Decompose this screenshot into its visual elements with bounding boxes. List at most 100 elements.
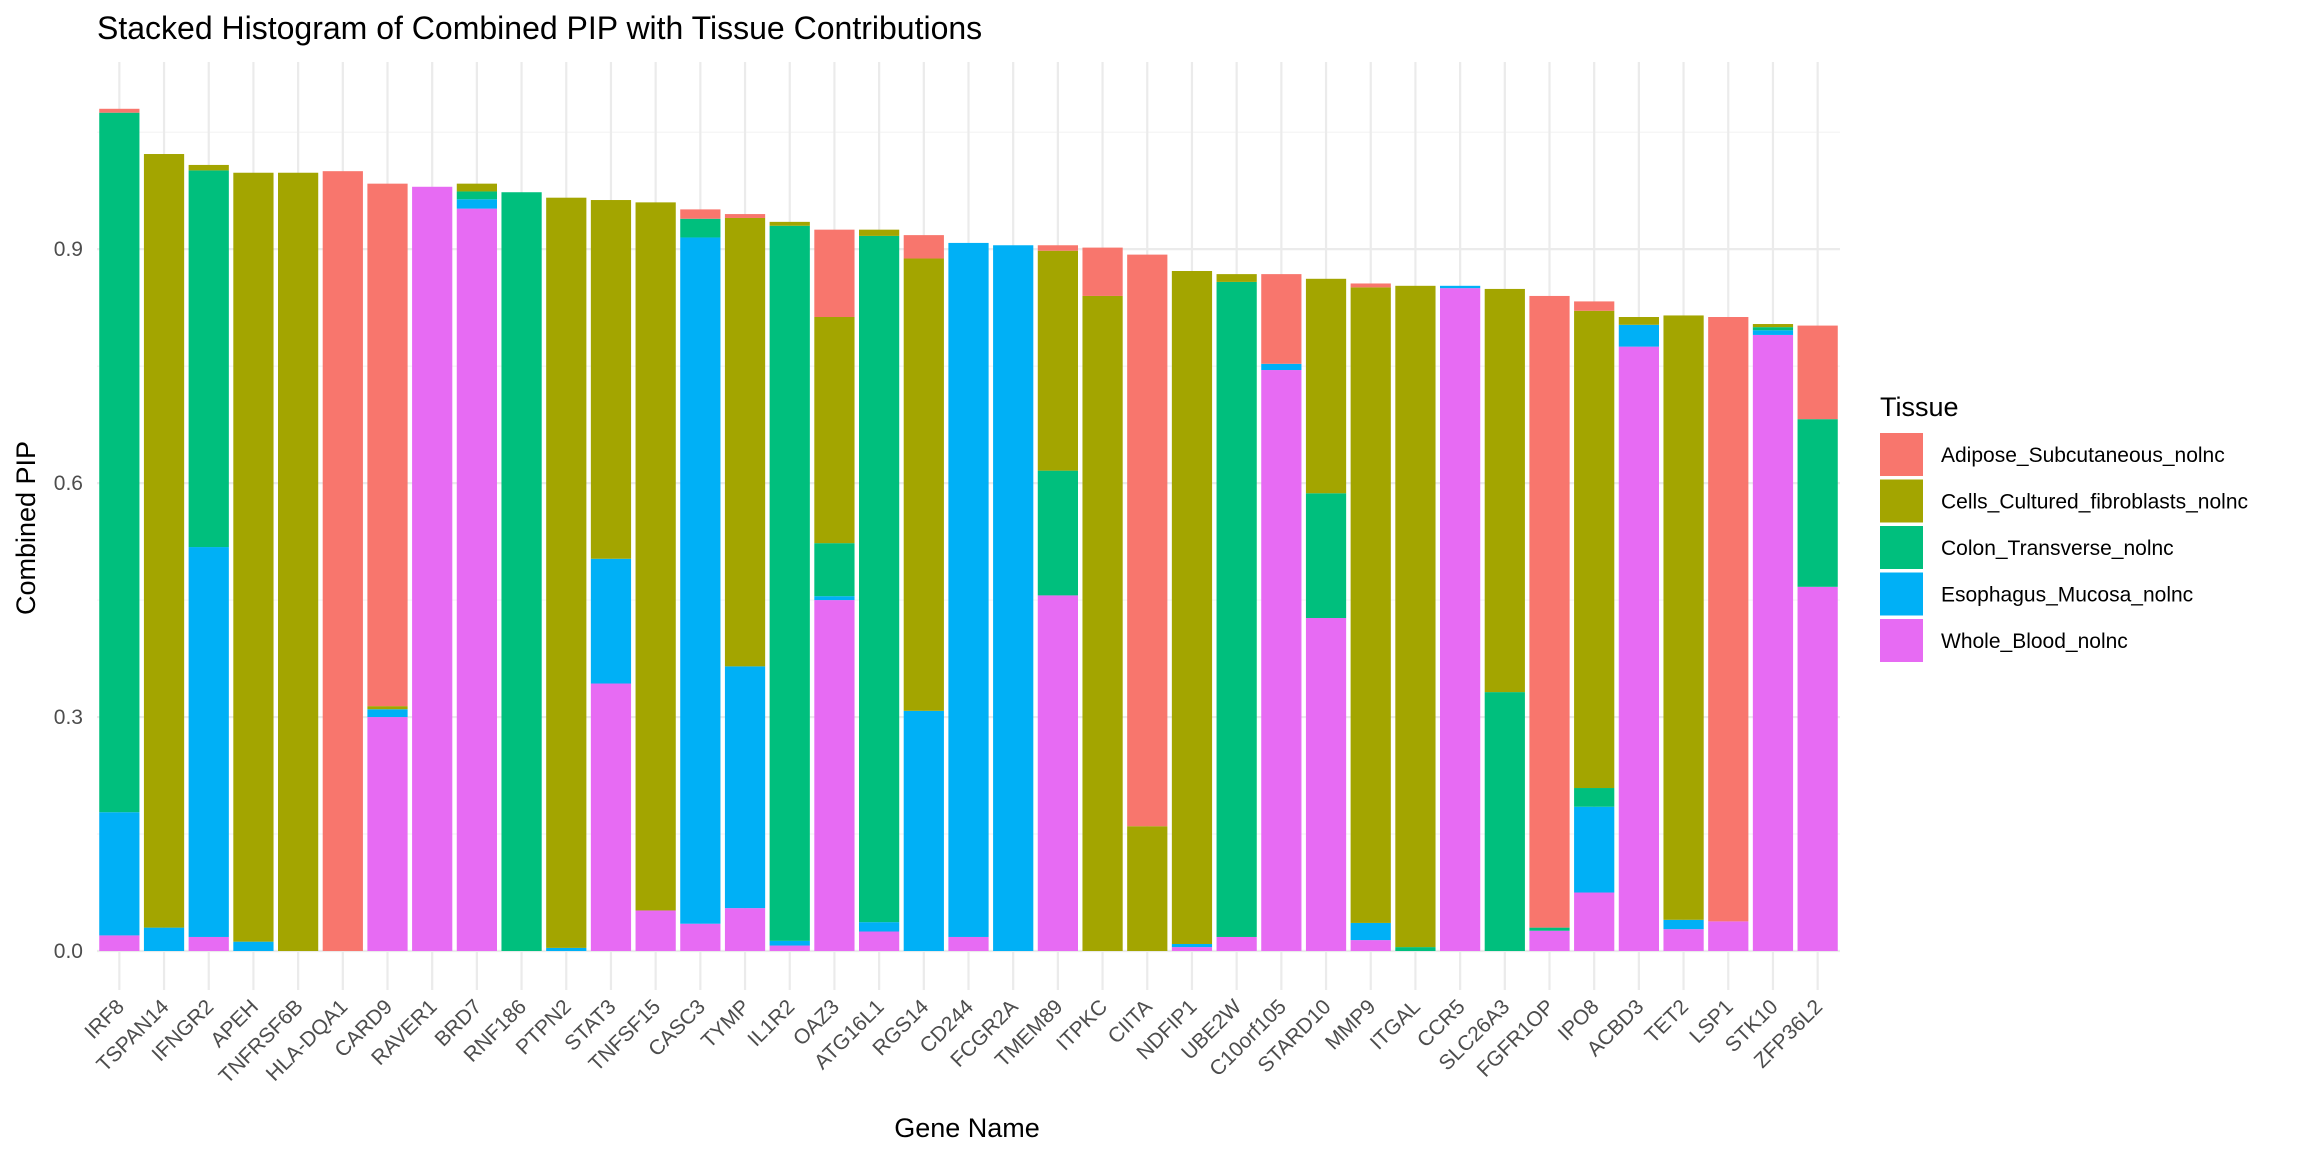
bar-segment xyxy=(99,112,140,813)
bar-segment xyxy=(724,666,766,909)
bar-segment xyxy=(1484,692,1525,952)
bar-segment xyxy=(1171,947,1213,952)
bar-segment xyxy=(1171,270,1213,944)
bar-segment xyxy=(948,242,989,937)
bar-segment xyxy=(814,600,855,952)
bar-segment xyxy=(188,547,229,937)
x-axis-title: Gene Name xyxy=(894,1113,1040,1143)
bar-segment xyxy=(1261,274,1302,364)
y-tick-label: 0.3 xyxy=(54,706,83,729)
bar-segment xyxy=(680,218,721,238)
bar-segment xyxy=(1484,288,1525,693)
x-axis-ticks: IRF8TSPAN14IFNGR2APEHTNFRSF6BHLA-DQA1CAR… xyxy=(80,995,1827,1088)
bar-segment xyxy=(1305,493,1347,619)
x-tick-label: ITGAL xyxy=(1366,995,1425,1054)
bar-segment xyxy=(814,543,855,597)
legend-label: Esophagus_Mucosa_nolnc xyxy=(1941,584,2193,607)
bar-segment xyxy=(724,214,766,218)
bar-segment xyxy=(1618,346,1659,952)
bar-segment xyxy=(367,709,408,718)
bar-segment xyxy=(1350,922,1391,941)
bar-segment xyxy=(546,197,587,948)
bar-segment xyxy=(590,558,632,684)
bar-segment xyxy=(1082,295,1123,952)
bar-segment xyxy=(1127,826,1168,952)
bar-segment xyxy=(1574,310,1615,789)
legend-key xyxy=(1880,479,1923,523)
bar-segment xyxy=(948,936,989,952)
bar-segment xyxy=(1261,370,1302,952)
y-axis-ticks: 0.0 0.3 0.6 0.9 xyxy=(54,238,83,963)
bar-segment xyxy=(1440,288,1481,952)
bar-segment xyxy=(1529,295,1570,928)
bar-segment xyxy=(903,710,944,952)
bar-segment xyxy=(993,245,1034,952)
bar-segment xyxy=(188,170,229,548)
bar-segment xyxy=(1171,943,1213,948)
bar-segment xyxy=(1037,595,1078,952)
bar-segment xyxy=(635,910,676,952)
bar-segment xyxy=(1663,315,1704,920)
bar-segment xyxy=(1216,936,1257,952)
bar-segment xyxy=(1574,892,1615,952)
bar-segment xyxy=(412,186,453,952)
bar-segment xyxy=(456,183,497,192)
bar-segment xyxy=(1708,921,1749,952)
bar-segment xyxy=(546,947,587,952)
bar-segment xyxy=(1663,929,1704,952)
bar-segment xyxy=(1752,324,1794,328)
bar-segment xyxy=(233,941,274,952)
bar-segment xyxy=(1797,586,1838,952)
bar-segment xyxy=(99,812,140,936)
bar-segment xyxy=(814,229,855,318)
bar-segment xyxy=(635,202,676,911)
bar-segment xyxy=(769,945,810,952)
bars xyxy=(99,108,1838,952)
bar-segment xyxy=(1752,334,1794,952)
bar-segment xyxy=(456,191,497,200)
x-tick-label: MMP9 xyxy=(1321,995,1380,1054)
legend-key xyxy=(1880,572,1923,616)
bar-segment xyxy=(859,235,900,923)
chart-title: Stacked Histogram of Combined PIP with T… xyxy=(97,10,982,46)
bar-segment xyxy=(1037,245,1078,251)
bar-segment xyxy=(859,922,900,932)
bar-segment xyxy=(1305,278,1347,494)
bar-segment xyxy=(1395,285,1436,948)
bar-segment xyxy=(188,936,229,952)
bar-segment xyxy=(143,154,185,928)
y-tick-label: 0.0 xyxy=(54,940,83,963)
bar-segment xyxy=(99,935,140,952)
bar-segment xyxy=(1618,324,1659,347)
bar-segment xyxy=(680,923,721,952)
y-tick-label: 0.6 xyxy=(54,472,83,495)
bar-segment xyxy=(456,208,497,952)
bar-segment xyxy=(1305,618,1347,952)
bar-segment xyxy=(769,225,810,941)
bar-segment xyxy=(1082,247,1123,296)
bar-segment xyxy=(1216,274,1257,282)
bar-segment xyxy=(1752,330,1794,335)
bar-segment xyxy=(1708,317,1749,922)
bar-segment xyxy=(903,235,944,259)
bar-segment xyxy=(1037,250,1078,471)
bar-segment xyxy=(1797,325,1838,420)
bar-segment xyxy=(1440,285,1481,289)
legend-label: Adipose_Subcutaneous_nolnc xyxy=(1941,444,2225,467)
bar-segment xyxy=(1663,919,1704,930)
legend: Tissue Adipose_Subcutaneous_nolnc Cells_C… xyxy=(1880,392,2248,662)
bar-segment xyxy=(1574,806,1615,893)
bar-segment xyxy=(188,164,229,171)
x-tick-label: ITPKC xyxy=(1052,995,1112,1055)
bar-segment xyxy=(680,237,721,924)
bar-segment xyxy=(590,200,632,559)
bar-segment xyxy=(724,908,766,952)
bar-segment xyxy=(769,940,810,946)
bar-segment xyxy=(1797,419,1838,587)
bar-segment xyxy=(1395,947,1436,952)
bar-segment xyxy=(1350,940,1391,952)
bar-segment xyxy=(1529,930,1570,952)
y-tick-label: 0.9 xyxy=(54,238,83,261)
bar-segment xyxy=(1261,363,1302,371)
